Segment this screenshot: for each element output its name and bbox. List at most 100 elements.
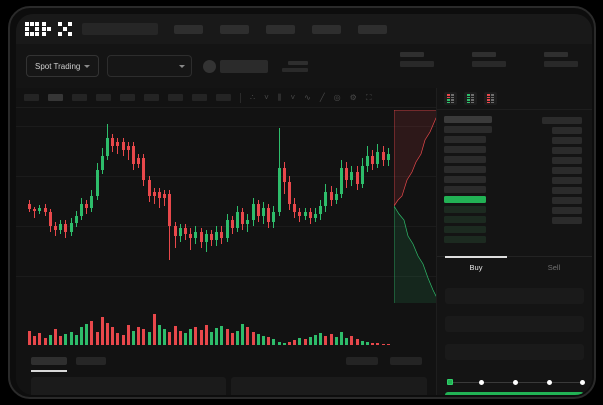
volume-bar [126,325,130,345]
orderbook-last-price-row[interactable] [437,196,592,206]
volume-bar [340,332,343,345]
bottom-tab-active-underline [31,370,67,372]
volume-histogram [16,303,436,351]
orderbook-mode-asks[interactable] [484,92,497,105]
candle-body [64,224,68,232]
orderbook-bid-row[interactable] [437,206,592,216]
market-stat-label [544,52,568,57]
candle-body [319,206,323,214]
chevron-down-icon[interactable]: ˅ [264,92,269,102]
orderbook-ask-row[interactable] [437,146,592,156]
market-stat-label [400,52,424,57]
bottom-tab-0[interactable] [31,357,67,365]
search-input[interactable] [82,23,158,35]
timeframe-3[interactable] [96,94,111,101]
slider-node-50[interactable] [513,379,518,385]
timeframe-2[interactable] [72,94,87,101]
timeframe-4[interactable] [120,94,135,101]
timeframe-7[interactable] [192,94,207,101]
orderbook-ask-row[interactable] [437,186,592,196]
volume-bar [350,336,354,345]
candle-body [69,223,73,232]
timeframe-6[interactable] [168,94,183,101]
orderbook-bid-row[interactable] [437,216,592,226]
order-field-0[interactable] [445,288,584,304]
slider-node-100[interactable] [580,379,585,385]
submit-buy-button[interactable] [445,392,584,395]
nav-item-4[interactable] [358,24,387,34]
okx-logo[interactable] [25,22,72,36]
candle-body [282,168,286,182]
orderbook-mode-both[interactable] [444,92,457,105]
orderbook-header-row [437,116,592,126]
orders-panel-right[interactable] [231,377,427,395]
candle-body [246,220,250,224]
candle-body [298,212,302,216]
nav-item-0[interactable] [174,24,203,34]
candlestick-chart[interactable] [16,108,436,303]
nav-item-2[interactable] [266,24,295,34]
candle-body [163,194,167,198]
candle-body [251,204,255,220]
orderbook-ask-price [444,156,486,163]
timeframe-8[interactable] [216,94,231,101]
tab-buy[interactable]: Buy [437,256,515,278]
orderbook-ask-price [444,126,492,133]
candle-body [142,158,146,180]
chevron-down-icon-2[interactable]: ˅ [290,92,296,102]
bottom-tab-1[interactable] [76,357,106,365]
nav-item-1[interactable] [220,24,249,34]
orderbook-bid-row[interactable] [437,236,592,246]
slider-node-0[interactable] [447,379,453,385]
volume-bar [251,332,255,345]
slider-node-25[interactable] [479,379,484,385]
bottom-right-tab-1[interactable] [390,357,422,365]
amount-percent-slider[interactable] [447,378,585,386]
orderbook-ask-row[interactable] [437,166,592,176]
slider-node-75[interactable] [547,379,552,385]
measure-icon[interactable]: ╱ [319,92,325,102]
orderbook-ask-price [444,186,486,193]
candle-body [48,212,52,226]
order-field-2[interactable] [445,344,584,360]
candle-body [126,146,130,150]
volume-bar [137,327,141,345]
candle-body [262,208,265,216]
candle-body [355,172,359,184]
volume-bar [132,331,135,345]
settings-icon[interactable]: ⚙ [349,92,357,102]
magnet-icon[interactable]: ◎ [333,92,341,102]
timeframe-5[interactable] [144,94,159,101]
indicator-icon[interactable]: ∴ [250,92,256,102]
bottom-right-tab-0[interactable] [346,357,378,365]
volume-bar [168,332,172,345]
orderbook-ask-row[interactable] [437,176,592,186]
orderbook-ask-row[interactable] [437,126,592,136]
tab-sell[interactable]: Sell [547,263,561,272]
timeframe-1[interactable] [48,94,63,101]
pair-selector[interactable] [107,55,193,77]
volume-bar [277,342,281,345]
line-chart-icon[interactable]: ∿ [304,92,311,102]
volume-bar [256,334,260,345]
candle-wick [190,228,192,250]
order-field-1[interactable] [445,316,584,332]
volume-bar [210,332,213,345]
timeframe-0[interactable] [24,94,39,101]
orderbook-ask-row[interactable] [437,136,592,146]
volume-bar [314,335,317,345]
orderbook-ask-row[interactable] [437,156,592,166]
candle-body [366,156,369,166]
orderbook-bid-row[interactable] [437,226,592,236]
fullscreen-icon[interactable]: ⛶ [365,92,372,102]
chart-type-icon[interactable]: ⫼ [277,92,282,102]
volume-bar [100,317,104,345]
orderbook-right-row [552,177,582,184]
orders-panel-left[interactable] [31,377,226,395]
volume-bar [48,335,52,345]
orderbook-right-row [552,137,582,144]
nav-item-3[interactable] [312,24,341,34]
orderbook-mode-bids[interactable] [464,92,477,105]
trading-mode-button[interactable]: Spot Trading [26,55,100,77]
nav-items [174,24,387,34]
